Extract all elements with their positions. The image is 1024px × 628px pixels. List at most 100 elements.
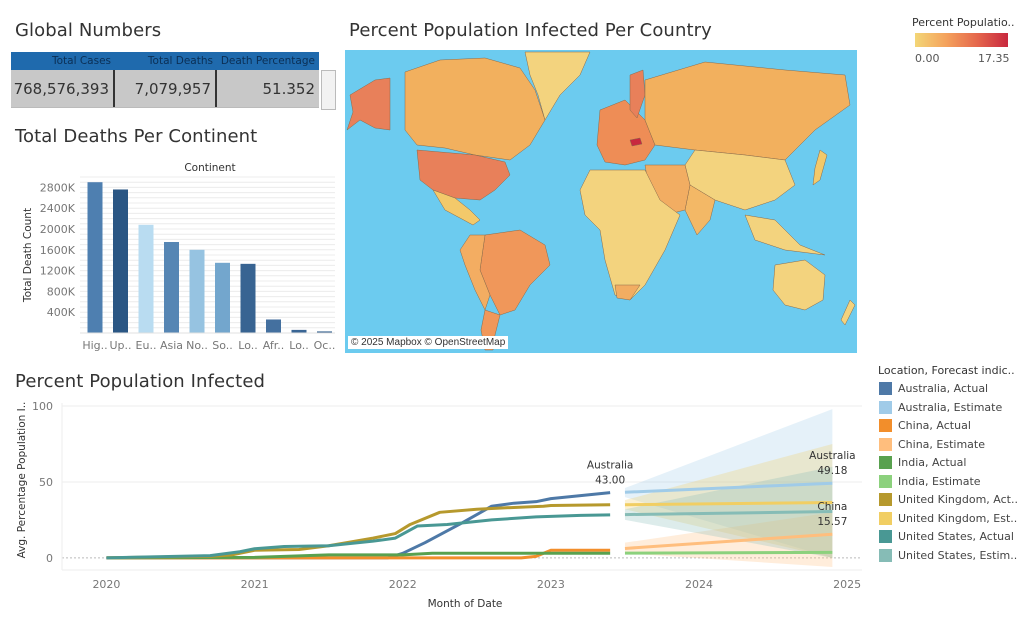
legend-item[interactable]: India, Actual xyxy=(879,456,966,469)
x-tick-label: Lo.. xyxy=(238,339,257,352)
series-line-6[interactable] xyxy=(106,503,611,560)
country-greenland[interactable] xyxy=(524,51,591,121)
series-line-0[interactable] xyxy=(106,491,611,560)
legend-label: China, Estimate xyxy=(898,437,986,451)
legend-label: China, Actual xyxy=(898,419,971,432)
legend-label: United Kingdom, Est.. xyxy=(898,511,1018,525)
line-legend-title: Location, Forecast indic.. xyxy=(878,364,1015,377)
country-australia[interactable] xyxy=(772,259,826,311)
legend-item[interactable]: United States, Estim.. xyxy=(879,548,1018,562)
legend-swatch xyxy=(879,419,892,432)
country-canada[interactable] xyxy=(404,57,546,161)
value-total-deaths: 7,079,957 xyxy=(115,70,217,107)
bar-6[interactable] xyxy=(240,263,256,333)
map-legend-title: Percent Populatio.. xyxy=(912,16,1015,29)
legend-label: India, Estimate xyxy=(898,474,981,488)
country-alaska-usa[interactable] xyxy=(346,77,391,131)
legend-item[interactable]: United States, Actual xyxy=(879,530,1014,543)
x-tick-label: Eu.. xyxy=(136,339,157,352)
header-death-percentage[interactable]: Death Percentage xyxy=(220,55,315,67)
legend-label: United States, Actual xyxy=(898,530,1014,543)
bar-4[interactable] xyxy=(189,249,205,333)
country-southeast-asia[interactable] xyxy=(744,214,826,256)
map-title: Percent Population Infected Per Country xyxy=(349,20,712,41)
global-numbers-value-row: 768,576,393 7,079,957 51.352 xyxy=(11,70,319,108)
country-south-africa[interactable] xyxy=(614,284,641,301)
legend-label: India, Actual xyxy=(898,456,967,469)
legend-item[interactable]: China, Estimate xyxy=(879,437,986,451)
legend-label: Australia, Estimate xyxy=(898,400,1003,414)
map-attribution[interactable]: © 2025 Mapbox © OpenStreetMap xyxy=(348,336,509,349)
global-numbers-title: Global Numbers xyxy=(15,20,162,41)
bar-5[interactable] xyxy=(215,262,230,333)
country-czechia[interactable] xyxy=(629,137,643,147)
legend-swatch xyxy=(879,493,892,506)
series-line-1[interactable] xyxy=(624,481,833,494)
legend-item[interactable]: United Kingdom, Act.. xyxy=(879,493,1018,506)
map-legend-color-scale xyxy=(915,33,1008,47)
legend-item[interactable]: China, Actual xyxy=(879,419,971,432)
y-tick-label: 2000K xyxy=(40,223,76,236)
x-axis-label: Month of Date xyxy=(428,598,503,610)
country-united-states[interactable] xyxy=(416,149,511,201)
y-axis-label: Avg. Percentage Population I.. xyxy=(16,402,28,559)
legend-item[interactable]: United Kingdom, Est.. xyxy=(879,511,1018,525)
x-tick-label: Hig.. xyxy=(82,339,107,352)
x-tick-label: 2025 xyxy=(833,578,861,591)
bar-3[interactable] xyxy=(164,242,179,333)
global-numbers-table: Total Cases Total Deaths Death Percentag… xyxy=(11,52,319,108)
header-total-deaths[interactable]: Total Deaths xyxy=(147,55,213,67)
series-line-3[interactable] xyxy=(624,532,833,550)
map-legend-min: 0.00 xyxy=(915,52,940,65)
x-tick-label: So.. xyxy=(212,339,233,352)
y-axis-label: Total Death Count xyxy=(22,208,34,303)
annotation-label-2: China xyxy=(817,501,847,513)
legend-item[interactable]: Australia, Actual xyxy=(879,382,988,395)
series-line-9[interactable] xyxy=(624,510,833,517)
series-line-2[interactable] xyxy=(106,548,611,560)
column-header-continent: Continent xyxy=(184,162,235,174)
series-line-5[interactable] xyxy=(624,550,833,555)
y-tick-label: 2800K xyxy=(40,181,76,194)
forecast-band-7 xyxy=(624,443,833,558)
legend-item[interactable]: Australia, Estimate xyxy=(879,400,1003,414)
legend-label: United States, Estim.. xyxy=(898,548,1018,562)
line-chart-title: Percent Population Infected xyxy=(15,371,266,392)
y-tick-label: 1200K xyxy=(40,265,76,278)
country-new-zealand[interactable] xyxy=(840,299,856,326)
legend-label: Australia, Actual xyxy=(898,382,989,395)
series-line-4[interactable] xyxy=(106,551,611,560)
legend-item[interactable]: India, Estimate xyxy=(879,474,981,488)
country-sweden[interactable] xyxy=(629,69,646,119)
bar-8[interactable] xyxy=(291,329,307,333)
x-tick-label: Up.. xyxy=(109,339,131,352)
legend-swatch xyxy=(879,548,892,562)
y-tick-label: 2400K xyxy=(40,202,76,215)
bar-2[interactable] xyxy=(138,224,154,333)
country-russia[interactable] xyxy=(644,61,851,161)
bar-1[interactable] xyxy=(113,189,128,333)
series-line-7[interactable] xyxy=(624,500,833,507)
country-mexico[interactable] xyxy=(432,189,481,226)
country-brazil[interactable] xyxy=(479,229,551,316)
legend-swatch xyxy=(879,511,892,525)
legend-label: United Kingdom, Act.. xyxy=(898,493,1018,506)
x-tick-label: Lo.. xyxy=(289,339,308,352)
y-tick-label: 50 xyxy=(39,476,53,489)
x-tick-label: 2024 xyxy=(685,578,713,591)
bar-0[interactable] xyxy=(87,182,103,333)
bar-7[interactable] xyxy=(266,319,281,333)
world-map[interactable] xyxy=(345,50,857,353)
annotation-value-0: 43.00 xyxy=(595,475,625,487)
x-tick-label: Afr.. xyxy=(263,339,285,352)
legend-swatch xyxy=(879,474,892,488)
bar-9[interactable] xyxy=(317,331,332,333)
global-numbers-scrollbar[interactable] xyxy=(321,70,336,110)
annotation-value-1: 49.18 xyxy=(817,465,847,477)
annotation-label-1: Australia xyxy=(809,450,855,462)
x-tick-label: Oc.. xyxy=(314,339,336,352)
series-line-8[interactable] xyxy=(106,513,611,560)
y-tick-label: 400K xyxy=(47,306,76,319)
header-total-cases[interactable]: Total Cases xyxy=(51,55,111,67)
country-japan[interactable] xyxy=(812,149,828,186)
